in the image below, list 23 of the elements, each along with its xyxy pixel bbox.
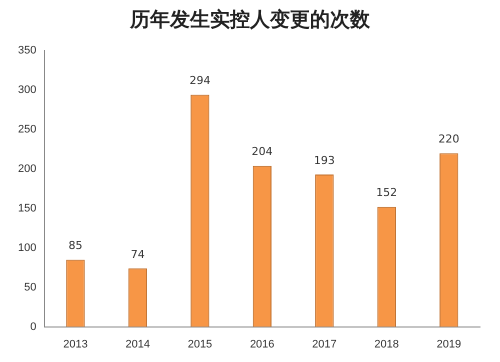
data-label: 294 (189, 74, 210, 88)
y-tick-label: 0 (30, 320, 36, 333)
data-label: 193 (314, 154, 335, 167)
x-tick-label: 2013 (63, 338, 88, 350)
data-label: 204 (252, 145, 273, 158)
y-tick-label: 200 (18, 163, 36, 176)
y-tick-label: 50 (24, 281, 36, 294)
y-tick-label: 350 (18, 44, 36, 57)
x-tick-label: 2016 (250, 338, 274, 350)
data-label: 85 (68, 239, 82, 252)
y-tick-label: 100 (18, 242, 36, 254)
x-tick-label: 2017 (312, 338, 337, 350)
x-tick-label: 2018 (374, 338, 399, 350)
y-tick-label: 300 (18, 84, 36, 96)
chart-title: 历年发生实控人变更的次数 (128, 6, 371, 33)
x-tick-label: 2019 (436, 338, 462, 350)
y-tick-label: 150 (18, 202, 36, 214)
data-label: 74 (130, 248, 145, 261)
x-tick-label: 2014 (125, 338, 150, 350)
x-tick-label: 2015 (188, 338, 212, 350)
y-tick-label: 250 (18, 124, 36, 136)
data-label: 152 (376, 186, 398, 200)
data-label: 220 (438, 132, 460, 146)
